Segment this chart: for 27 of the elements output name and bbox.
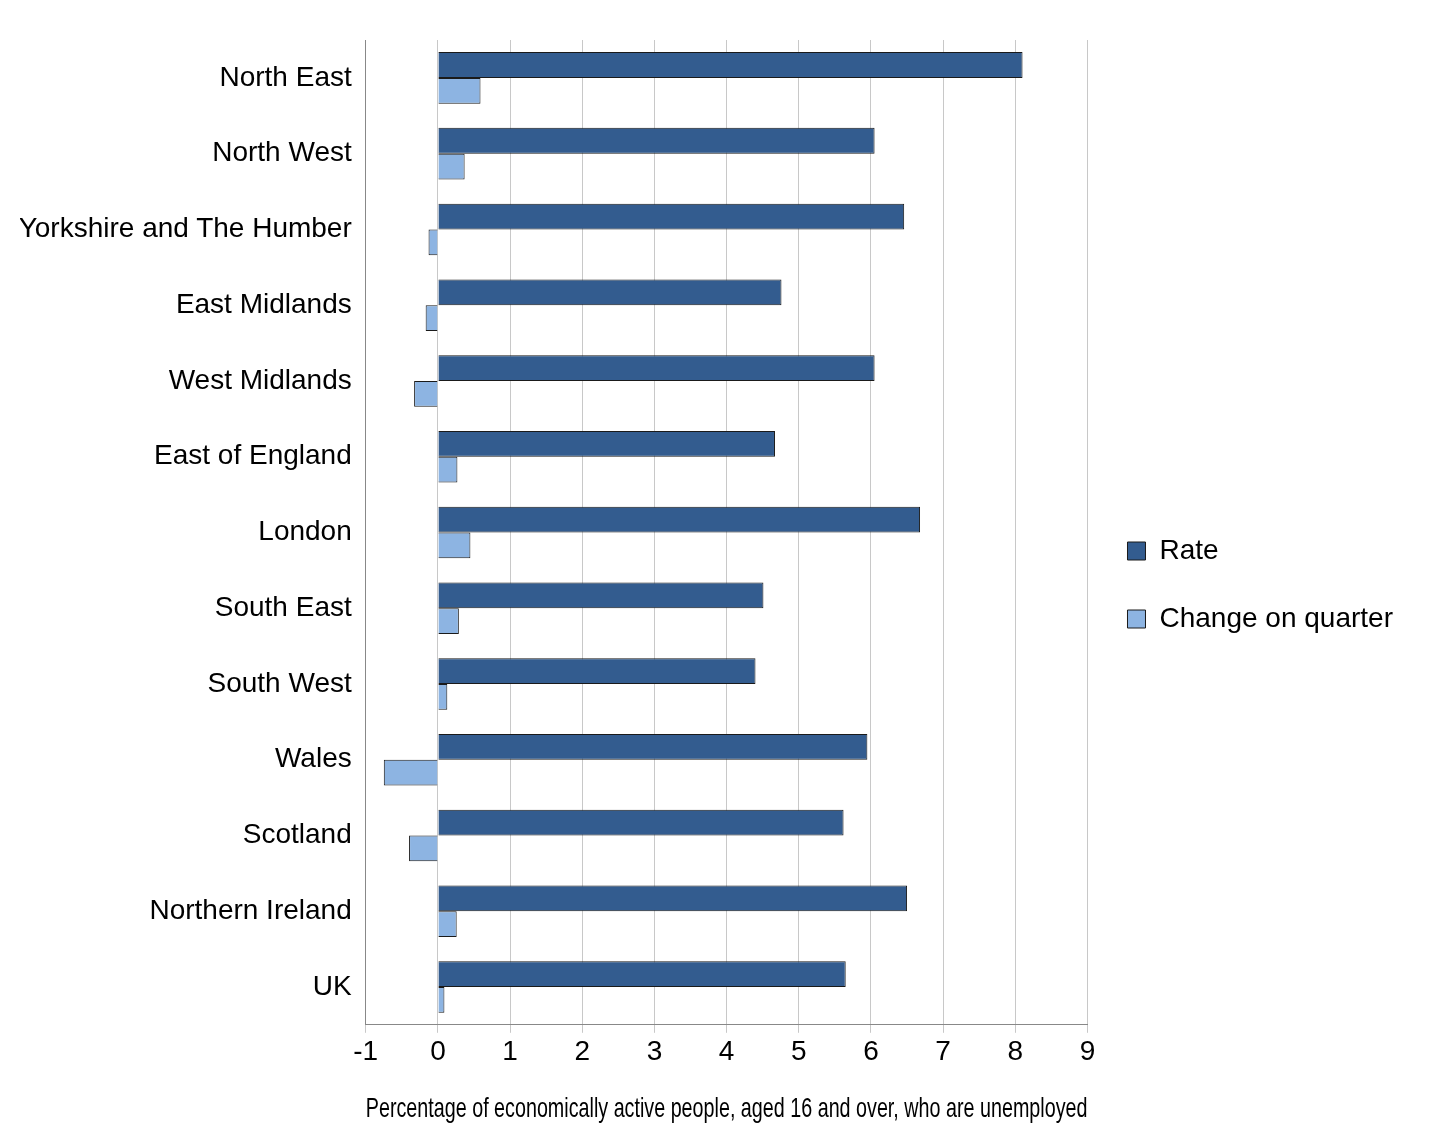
y-tick-label: East Midlands bbox=[175, 287, 352, 319]
y-tick-label: Northern Ireland bbox=[149, 893, 352, 925]
x-tick-label: 2 bbox=[574, 1035, 591, 1067]
x-tick-label: 5 bbox=[791, 1035, 807, 1067]
y-tick-label: East of England bbox=[154, 439, 352, 471]
y-tick-label: West Midlands bbox=[168, 363, 352, 395]
y-tick-label: South East bbox=[214, 590, 352, 622]
y-tick-label: Wales bbox=[274, 742, 352, 774]
x-axis-title: Percentage of economically active people, aged 16 and over, who are unemployed bbox=[365, 1091, 1088, 1123]
x-tick-label: 1 bbox=[502, 1035, 518, 1067]
y-tick-label: North East bbox=[219, 60, 352, 92]
x-tick-label: 8 bbox=[1007, 1035, 1024, 1067]
legend-label: Rate bbox=[1159, 533, 1219, 565]
x-tick-label: 7 bbox=[935, 1035, 951, 1067]
x-tick-label: -1 bbox=[353, 1035, 379, 1067]
legend-label: Change on quarter bbox=[1159, 601, 1394, 633]
x-tick-label: 9 bbox=[1079, 1035, 1096, 1067]
y-tick-label: Scotland bbox=[242, 818, 352, 850]
y-tick-label: Yorkshire and The Humber bbox=[18, 212, 352, 244]
x-tick-label: 0 bbox=[430, 1035, 446, 1067]
y-tick-label: South West bbox=[207, 666, 352, 698]
x-tick-label: 3 bbox=[646, 1035, 663, 1067]
y-tick-label: UK bbox=[312, 969, 353, 1001]
x-tick-label: 4 bbox=[718, 1035, 735, 1067]
y-tick-label: London bbox=[258, 515, 352, 547]
x-tick-label: 6 bbox=[863, 1035, 879, 1067]
y-tick-label: North West bbox=[212, 136, 352, 168]
